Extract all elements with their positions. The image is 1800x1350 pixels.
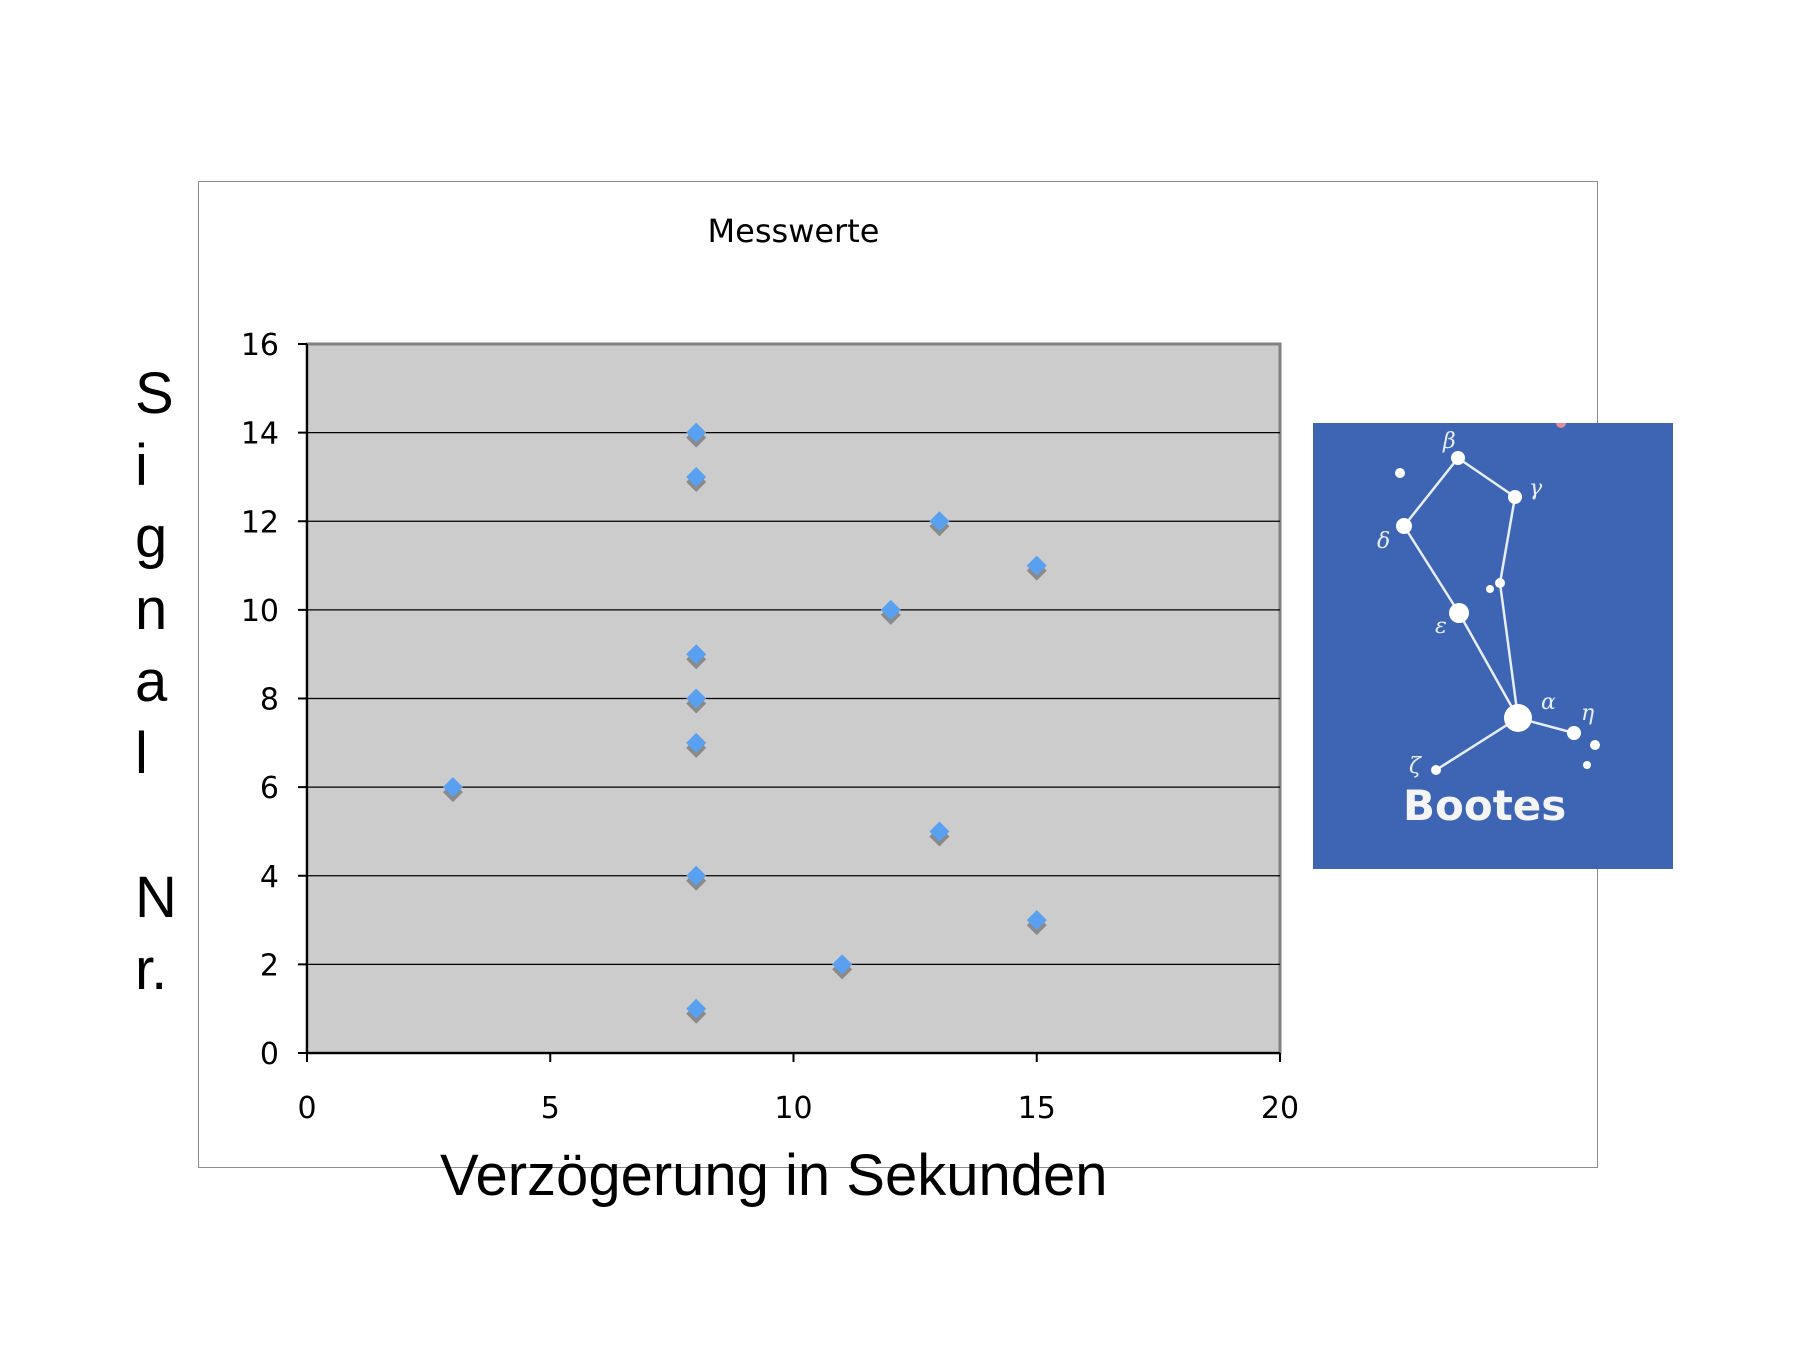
y-axis-label-char: i [135, 433, 148, 498]
constellation-image: β γ δ ε α η ζ Bootes [1313, 423, 1673, 869]
star-label-zeta: ζ [1409, 754, 1423, 779]
x-tick-label: 10 [774, 1091, 812, 1126]
constellation-lines [1402, 456, 1575, 772]
data-point [686, 688, 707, 709]
star-label-eta: η [1581, 701, 1594, 726]
y-axis-label-char: S [135, 361, 174, 426]
data-point [686, 998, 707, 1019]
x-tick-label: 20 [1261, 1091, 1299, 1126]
y-tick-label: 16 [241, 328, 279, 363]
data-point [686, 644, 707, 665]
chart-title: Messwerte [708, 212, 880, 250]
y-tick-label: 2 [260, 948, 279, 983]
y-tick-label: 8 [260, 683, 279, 718]
star-label-gamma: γ [1529, 476, 1543, 501]
y-axis-label-char: a [135, 649, 168, 714]
constellation-stars [1395, 423, 1600, 775]
data-point [686, 865, 707, 886]
data-point [880, 599, 901, 620]
data-point [1026, 910, 1047, 931]
star-label-delta: δ [1377, 529, 1390, 554]
star-label-beta: β [1442, 429, 1456, 454]
constellation-drawing: β γ δ ε α η ζ [1377, 423, 1600, 779]
x-axis-label: Verzögerung in Sekunden [440, 1143, 1108, 1208]
y-axis-label-char: l [135, 721, 148, 786]
data-point [929, 821, 950, 842]
star-label-alpha: α [1541, 690, 1556, 715]
data-point [686, 732, 707, 753]
data-point [1026, 555, 1047, 576]
y-tick-label: 10 [241, 594, 279, 629]
x-tick-label: 0 [297, 1091, 316, 1126]
star-greek-labels: β γ δ ε α η ζ [1377, 429, 1594, 779]
data-point [686, 422, 707, 443]
y-tick-label: 12 [241, 505, 279, 540]
y-axis-label-char: n [135, 577, 168, 642]
star-label-epsilon: ε [1435, 614, 1447, 639]
y-tick-label: 14 [241, 417, 279, 452]
y-tick-label: 4 [260, 860, 279, 895]
constellation-label: Bootes [1403, 781, 1567, 830]
x-tick-label: 5 [541, 1091, 560, 1126]
x-tick-label: 15 [1018, 1091, 1056, 1126]
data-point [686, 466, 707, 487]
scatter-chart: Messwerte 0 2 4 6 8 10 12 14 16 0 5 10 15 20 [241, 212, 1299, 1126]
y-axis-label-char: g [135, 505, 168, 570]
y-axis-label-char: r. [135, 937, 168, 1002]
data-point [929, 511, 950, 532]
data-point [442, 777, 463, 798]
y-axis-label-char [135, 790, 195, 862]
y-tick-label: 0 [260, 1037, 279, 1072]
y-tick-label: 6 [260, 771, 279, 806]
data-point [832, 954, 853, 975]
y-axis-label-char: N [135, 865, 177, 930]
